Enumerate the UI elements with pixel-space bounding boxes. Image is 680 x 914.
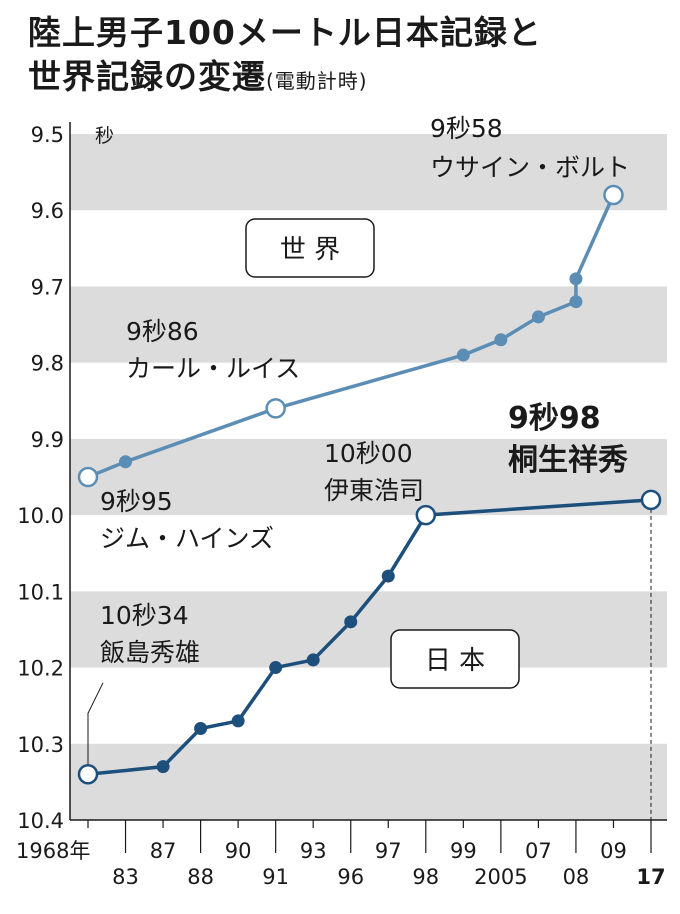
x-tick-label: 07 (525, 839, 552, 863)
x-tick-label: 98 (412, 865, 439, 889)
x-tick-label: 97 (375, 839, 402, 863)
y-axis-unit: 秒 (95, 125, 114, 147)
y-tick-label: 9.6 (31, 199, 64, 223)
record-point (494, 333, 508, 347)
annotation-value: 9秒58 (430, 114, 503, 143)
x-tick-label: 2005 (474, 865, 527, 889)
y-tick-label: 9.7 (31, 275, 64, 299)
annotation-value: 10秒34 (100, 601, 189, 630)
x-tick-label: 96 (337, 865, 364, 889)
annotation-value: 9秒86 (126, 317, 199, 346)
record-point-hollow (265, 398, 286, 419)
chart-title-line2: 世界記録の変遷(電動計時) (28, 50, 368, 98)
legend-box (390, 629, 520, 689)
legend-label: 世 界 (280, 235, 340, 265)
y-tick-label: 9.8 (31, 352, 64, 376)
y-tick-label: 10.2 (17, 657, 64, 681)
annotation-name: ウサイン・ボルト (430, 153, 630, 182)
legend-box (245, 218, 375, 278)
grid-band (70, 134, 667, 211)
x-tick-label: 87 (150, 839, 177, 863)
annotation-name: 桐生祥秀 (508, 443, 628, 478)
y-tick-label: 10.0 (17, 504, 64, 528)
chart-subtitle: (電動計時) (266, 69, 368, 93)
y-tick-label: 10.1 (17, 580, 64, 604)
record-point (531, 310, 545, 324)
x-tick-label: 08 (563, 865, 590, 889)
y-tick-label: 9.5 (31, 123, 64, 147)
y-tick-label: 10.4 (17, 809, 64, 833)
record-point (306, 653, 320, 667)
record-point (381, 569, 395, 583)
series-line-japan (87, 498, 652, 777)
record-point-hollow (77, 466, 99, 488)
x-tick-label: 99 (450, 839, 477, 863)
x-tick-label: 93 (300, 839, 327, 863)
x-tick-label: 91 (262, 865, 289, 889)
grid-band (70, 286, 667, 363)
annotation-name: ジム・ハインズ (100, 524, 274, 553)
chart-title-main: 世界記録の変遷 (28, 57, 266, 96)
annotation-leader-line (87, 682, 104, 765)
x-tick-label: 88 (187, 865, 214, 889)
x-tick-label: 1968年 (16, 839, 90, 863)
record-point-hollow (77, 764, 99, 785)
annotation-name: 飯島秀雄 (100, 638, 200, 667)
annotation-name: 伊東浩司 (324, 476, 424, 505)
record-point (269, 661, 283, 675)
x-tick-label: 83 (112, 865, 139, 889)
record-point (156, 760, 170, 774)
x-tick-label: 09 (600, 839, 627, 863)
chart-title: 陸上男子100メートル日本記録と (28, 13, 542, 52)
grid-band (70, 743, 667, 820)
record-point-hollow (415, 504, 437, 526)
record-point (569, 295, 583, 309)
record-point (569, 272, 583, 286)
record-point (231, 714, 245, 728)
grid-band (70, 438, 667, 516)
record-point (456, 348, 470, 362)
annotation-value: 10秒00 (324, 439, 413, 468)
record-point (194, 722, 208, 736)
record-point (344, 615, 358, 629)
x-tick-label: 17 (636, 865, 665, 889)
record-point (119, 455, 133, 469)
annotation-name: カール・ルイス (126, 354, 300, 383)
y-tick-label: 10.3 (17, 733, 64, 757)
annotation-value: 9秒98 (508, 401, 601, 436)
annotation-value: 9秒95 (100, 487, 173, 516)
record-point-hollow (640, 489, 662, 511)
record-point-hollow (603, 184, 624, 206)
y-tick-label: 9.9 (31, 428, 64, 452)
x-tick-label: 90 (225, 839, 252, 863)
grid-band (70, 591, 667, 668)
legend-label: 日 本 (425, 646, 485, 676)
